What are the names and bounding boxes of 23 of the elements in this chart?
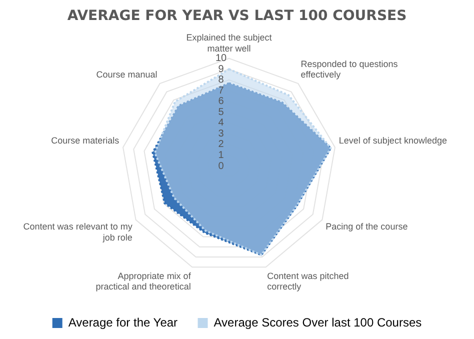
y-tick-label: 8 [218, 74, 224, 86]
spoke-label: Content was pitched correctly [267, 270, 349, 292]
y-tick-label: 3 [218, 128, 224, 140]
legend-label: Average for the Year [68, 315, 178, 330]
spoke-label: Explained the subject matter well [186, 32, 272, 54]
y-tick-label: 4 [218, 118, 224, 129]
spoke-label: Appropriate mix of practical and theoretical [96, 270, 192, 292]
legend-label: Average Scores Over last 100 Courses [214, 315, 422, 330]
y-tick-label: 6 [218, 96, 224, 108]
y-tick-label: 10 [215, 53, 227, 64]
y-tick-label: 5 [218, 106, 224, 118]
spoke-label: Responded to questions effectively [300, 58, 398, 80]
spoke-label: Pacing of the course [326, 222, 408, 232]
y-tick-label: 1 [218, 150, 224, 161]
y-tick-label: 0 [218, 160, 224, 172]
chart-title: AVERAGE FOR YEAR VS LAST 100 COURSES [67, 8, 407, 24]
spoke-label: Level of subject knowledge [338, 136, 447, 146]
spoke-label: Course materials [51, 136, 120, 146]
y-tick-label: 9 [218, 64, 224, 75]
spoke-label: Course manual [96, 70, 158, 80]
y-tick-label: 2 [218, 139, 224, 150]
y-tick-label: 7 [218, 85, 224, 96]
spoke-label: Content was relevant to my job role [23, 222, 133, 242]
